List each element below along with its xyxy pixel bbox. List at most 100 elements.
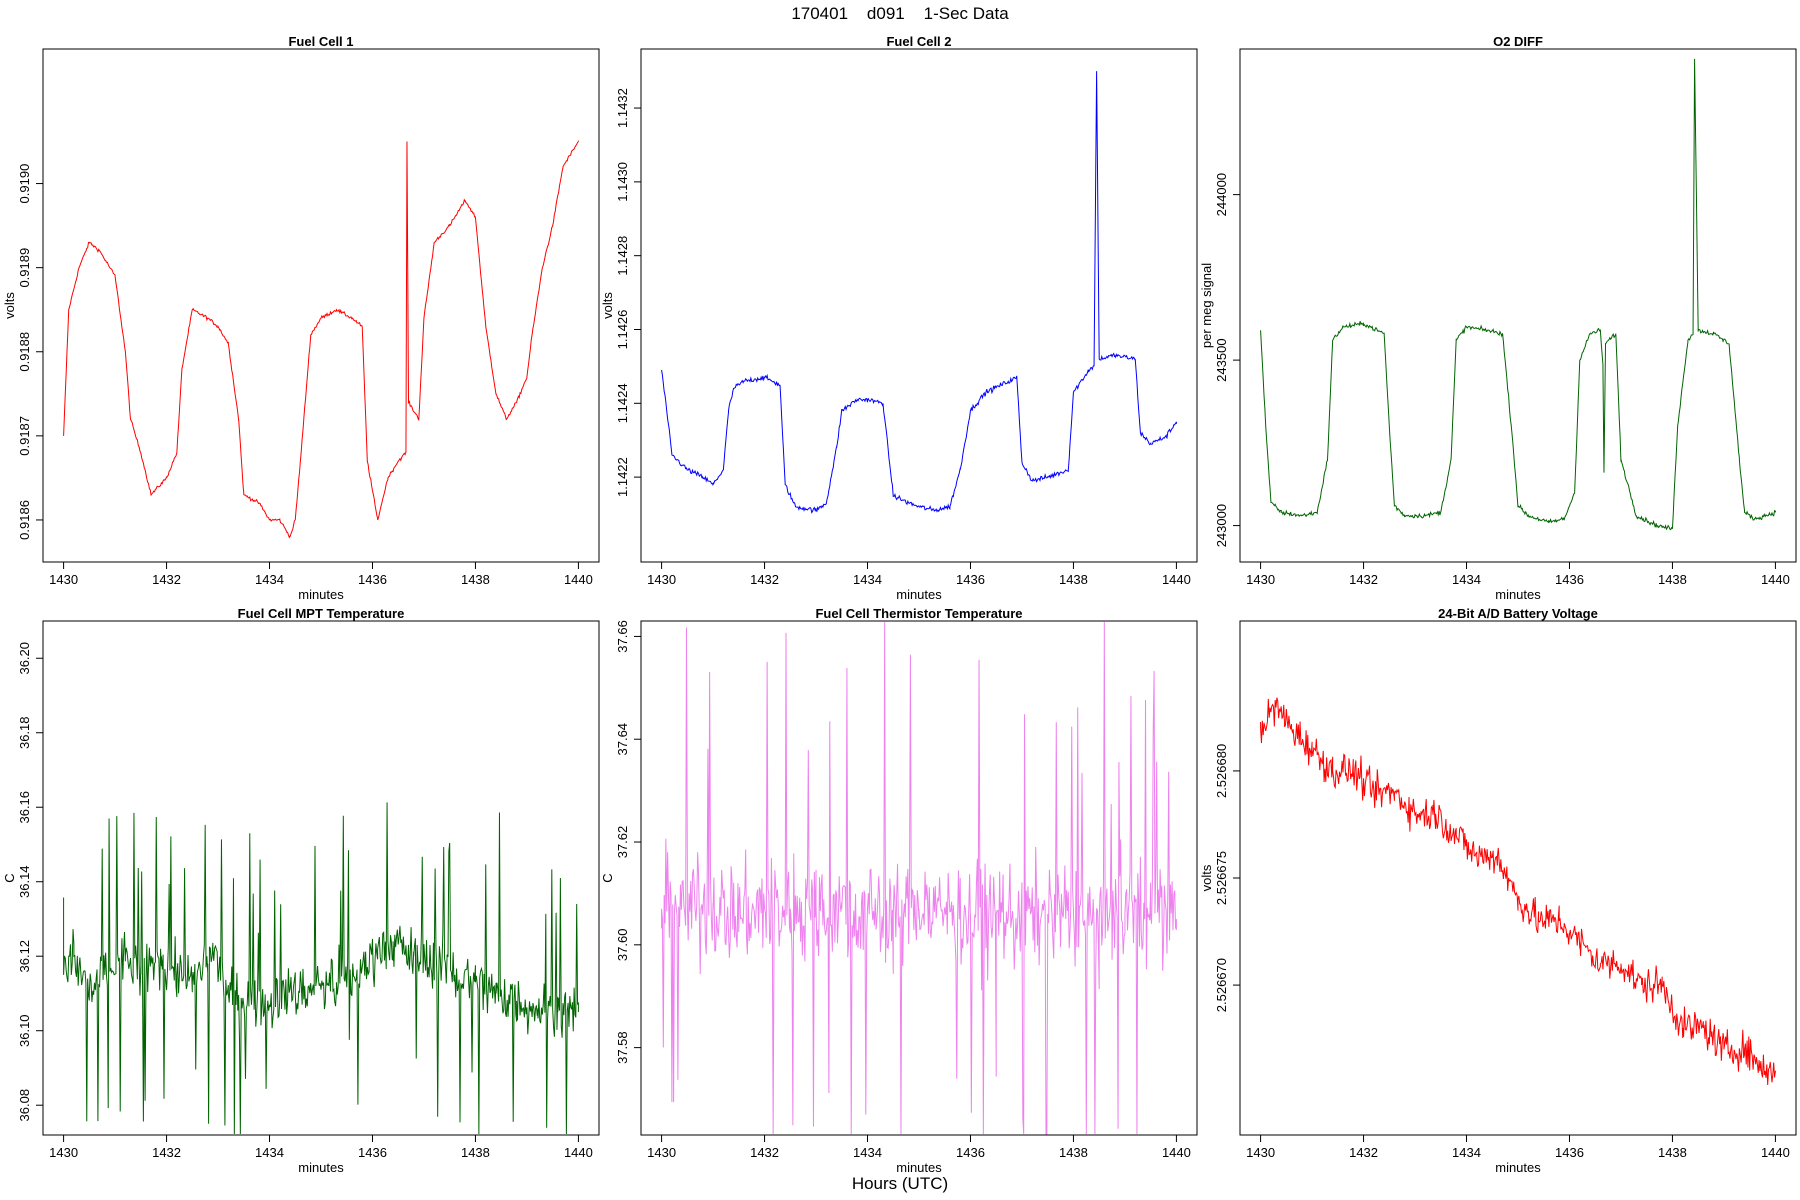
y-tick-label: 36.18: [17, 716, 32, 749]
y-tick-label: 37.60: [615, 929, 630, 962]
x-tick-label: 1434: [1452, 572, 1481, 587]
x-tick-label: 1436: [358, 1145, 387, 1160]
chart-panel-6: 24-Bit A/D Battery Voltage 1430 1432 1434 14…: [1199, 606, 1797, 1175]
y-tick-label: 0.9186: [17, 500, 32, 540]
x-tick-label: 1430: [49, 572, 78, 587]
panel-title: O2 DIFF: [1493, 34, 1543, 49]
panel-title: Fuel Cell Thermistor Temperature: [815, 606, 1022, 621]
x-tick-label: 1432: [1349, 1145, 1378, 1160]
y-tick-label: 244000: [1214, 173, 1229, 216]
x-tick-label: 1438: [461, 572, 490, 587]
chart-panel-3: O2 DIFF 1430 1432 1434 1436 1438 1440 minutes 24…: [1199, 34, 1797, 602]
x-tick-label: 1430: [1246, 572, 1275, 587]
x-tick-label: 1436: [358, 572, 387, 587]
x-tick-label: 1438: [1658, 1145, 1687, 1160]
x-axis-label: minutes: [298, 1160, 344, 1175]
chart-panel-2: Fuel Cell 2 1430 1432 1434 1436 1438 1440 minut…: [600, 34, 1198, 602]
x-tick-label: 1440: [1761, 572, 1790, 587]
x-tick-label: 1440: [1162, 1145, 1191, 1160]
x-tick-label: 1430: [1246, 1145, 1275, 1160]
x-tick-label: 1430: [647, 572, 676, 587]
series-line: [661, 71, 1177, 514]
x-tick-label: 1434: [255, 572, 284, 587]
x-tick-label: 1434: [1452, 1145, 1481, 1160]
panels-container: Fuel Cell 1 1430 1432 1434 1436 1438 1440 minut…: [2, 34, 1797, 1175]
y-tick-label: 243000: [1214, 504, 1229, 547]
x-axis-label: minutes: [896, 587, 942, 602]
x-tick-label: 1432: [152, 572, 181, 587]
y-tick-label: 37.64: [615, 723, 630, 756]
plot-frame: [42, 48, 600, 563]
y-tick-label: 37.66: [615, 620, 630, 653]
y-tick-label: 36.08: [17, 1089, 32, 1122]
y-tick-label: 37.58: [615, 1031, 630, 1064]
y-axis-label: per meg signal: [1199, 263, 1214, 348]
panel-title: Fuel Cell 1: [288, 34, 353, 49]
plot-frame: [1239, 48, 1797, 563]
y-tick-label: 1.1430: [615, 162, 630, 202]
global-x-axis-label: Hours (UTC): [852, 1174, 948, 1193]
chart-panel-1: Fuel Cell 1 1430 1432 1434 1436 1438 1440 minut…: [2, 34, 600, 602]
x-axis-label: minutes: [1495, 587, 1541, 602]
y-tick-label: 1.1428: [615, 236, 630, 276]
series-line: [63, 140, 579, 539]
y-tick-label: 2.526675: [1214, 851, 1229, 905]
series-line: [1260, 697, 1776, 1085]
y-axis-label: volts: [1199, 864, 1214, 891]
plot-frame: [42, 620, 600, 1136]
y-tick-label: 1.1422: [615, 457, 630, 497]
y-tick-label: 2.526680: [1214, 744, 1229, 798]
y-tick-label: 2.526670: [1214, 958, 1229, 1012]
x-tick-label: 1430: [49, 1145, 78, 1160]
y-tick-label: 243500: [1214, 338, 1229, 381]
x-tick-label: 1440: [564, 572, 593, 587]
y-axis-label: C: [2, 873, 17, 882]
y-tick-label: 36.16: [17, 791, 32, 824]
x-tick-label: 1432: [152, 1145, 181, 1160]
x-tick-label: 1440: [564, 1145, 593, 1160]
x-tick-label: 1438: [1059, 1145, 1088, 1160]
plot-frame: [1239, 620, 1797, 1136]
x-tick-label: 1438: [1658, 572, 1687, 587]
x-tick-label: 1438: [1059, 572, 1088, 587]
y-axis-label: volts: [600, 292, 615, 319]
series-line: [63, 802, 579, 1135]
x-tick-label: 1436: [1555, 572, 1584, 587]
y-tick-label: 36.10: [17, 1014, 32, 1047]
x-tick-label: 1432: [750, 1145, 779, 1160]
y-tick-label: 36.12: [17, 940, 32, 973]
x-axis-label: minutes: [298, 587, 344, 602]
panel-title: Fuel Cell 2: [886, 34, 951, 49]
y-axis-label: C: [600, 873, 615, 882]
y-tick-label: 0.9188: [17, 332, 32, 372]
x-axis-label: minutes: [896, 1160, 942, 1175]
y-tick-label: 0.9189: [17, 248, 32, 288]
y-tick-label: 1.1432: [615, 88, 630, 128]
chart-panel-4: Fuel Cell MPT Temperature 1430 1432 1434 143…: [2, 606, 600, 1175]
x-tick-label: 1432: [1349, 572, 1378, 587]
x-tick-label: 1440: [1761, 1145, 1790, 1160]
x-tick-label: 1436: [956, 1145, 985, 1160]
panel-title: Fuel Cell MPT Temperature: [238, 606, 405, 621]
x-tick-label: 1432: [750, 572, 779, 587]
y-tick-label: 36.14: [17, 865, 32, 898]
panel-title: 24-Bit A/D Battery Voltage: [1438, 606, 1598, 621]
y-tick-label: 0.9190: [17, 164, 32, 204]
plot-frame: [640, 48, 1198, 563]
x-tick-label: 1438: [461, 1145, 490, 1160]
x-axis-label: minutes: [1495, 1160, 1541, 1175]
y-axis-label: volts: [2, 292, 17, 319]
chart-panel-5: Fuel Cell Thermistor Temperature 1430 1432…: [600, 606, 1198, 1175]
y-tick-label: 1.1424: [615, 383, 630, 423]
x-tick-label: 1430: [647, 1145, 676, 1160]
series-line: [1260, 58, 1776, 531]
y-tick-label: 37.62: [615, 826, 630, 859]
x-tick-label: 1436: [956, 572, 985, 587]
y-tick-label: 0.9187: [17, 416, 32, 456]
x-tick-label: 1434: [853, 572, 882, 587]
x-tick-label: 1440: [1162, 572, 1191, 587]
x-tick-label: 1434: [853, 1145, 882, 1160]
figure-title: 170401 d091 1-Sec Data: [791, 4, 1009, 23]
x-tick-label: 1434: [255, 1145, 284, 1160]
